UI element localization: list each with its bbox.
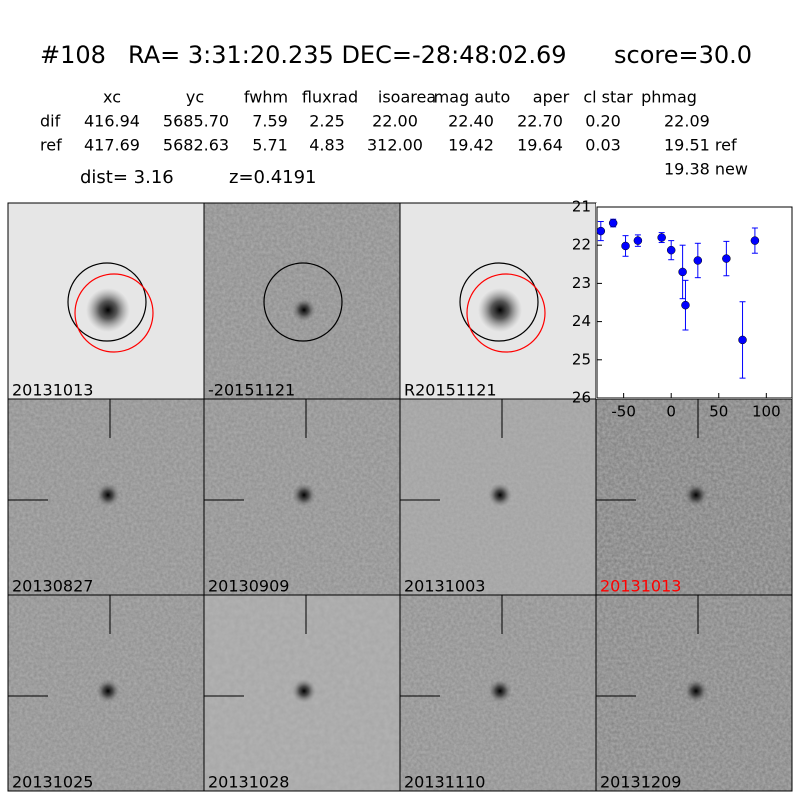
stamp-date: 20131110 bbox=[404, 773, 485, 792]
y-tick-label: 26 bbox=[572, 389, 591, 407]
y-tick-label: 21 bbox=[572, 198, 591, 216]
source bbox=[292, 679, 316, 703]
point bbox=[750, 236, 760, 245]
ref-aperture bbox=[466, 273, 546, 353]
image-grid: 20131013 -20151121 R20151121 20130827 201309… bbox=[7, 202, 793, 792]
aperture bbox=[67, 262, 147, 342]
row-label: ref bbox=[40, 136, 62, 155]
plot-area bbox=[596, 203, 792, 399]
y-tick-label: 22 bbox=[572, 236, 591, 254]
cell: 22.09 bbox=[664, 112, 710, 131]
source bbox=[96, 679, 120, 703]
point bbox=[633, 236, 643, 245]
cell: 19.42 bbox=[448, 136, 494, 155]
point bbox=[722, 254, 731, 263]
x-tick-label: -50 bbox=[611, 403, 636, 421]
cell: 417.69 bbox=[84, 136, 140, 155]
phmag-new: 19.38 new bbox=[664, 160, 748, 179]
cell: 5682.63 bbox=[163, 136, 229, 155]
point bbox=[678, 267, 687, 277]
y-tick-label: 24 bbox=[572, 312, 591, 330]
x-tick-label: 50 bbox=[709, 403, 728, 421]
distance: dist= 3.16 bbox=[80, 167, 174, 188]
column-header: mag auto bbox=[434, 88, 511, 107]
column-header: xc bbox=[103, 88, 121, 107]
stamp-date: 20131013 bbox=[12, 381, 93, 400]
cell: 5.71 bbox=[252, 136, 288, 155]
column-header: aper bbox=[533, 88, 570, 107]
stamp-date: R20151121 bbox=[404, 381, 497, 400]
cell: 22.00 bbox=[372, 112, 418, 131]
column-header: cl star bbox=[583, 88, 633, 107]
stamp-date: 20131209 bbox=[600, 773, 681, 792]
source bbox=[478, 288, 522, 332]
column-header: yc bbox=[186, 88, 204, 107]
source bbox=[488, 679, 512, 703]
column-header: phmag bbox=[641, 88, 697, 107]
column-header: isoarea bbox=[378, 88, 436, 107]
coordinates: RA= 3:31:20.235 DEC=-28:48:02.69 bbox=[128, 41, 567, 69]
stamp-date: 20131003 bbox=[404, 577, 485, 596]
x-tick-label: 100 bbox=[752, 403, 781, 421]
y-tick-label: 23 bbox=[572, 274, 591, 292]
cell: 312.00 bbox=[367, 136, 423, 155]
point bbox=[621, 241, 630, 251]
cell: 19.51 ref bbox=[664, 136, 737, 155]
stamp-date: -20151121 bbox=[208, 381, 295, 400]
point bbox=[738, 335, 747, 345]
plot-frame bbox=[596, 206, 793, 399]
x-tick-label: 0 bbox=[666, 403, 676, 421]
score: score=30.0 bbox=[614, 41, 752, 69]
point bbox=[596, 226, 606, 236]
cell: 0.20 bbox=[585, 112, 621, 131]
column-header: fluxrad bbox=[302, 88, 358, 107]
column-header: fwhm bbox=[244, 88, 288, 107]
ref-aperture bbox=[74, 273, 154, 353]
light-curve: 21 22 23 24 25 26 -50 0 50 100 bbox=[572, 198, 793, 421]
source bbox=[292, 298, 316, 322]
source bbox=[86, 288, 130, 332]
stamp-date: 20130827 bbox=[12, 577, 93, 596]
point bbox=[693, 256, 703, 265]
source bbox=[292, 483, 316, 507]
aperture bbox=[459, 262, 539, 342]
candidate-id: #108 bbox=[40, 41, 106, 69]
point bbox=[608, 218, 618, 228]
stamp-date: 20131025 bbox=[12, 773, 93, 792]
cell: 22.70 bbox=[517, 112, 563, 131]
source bbox=[96, 483, 120, 507]
stamp-border bbox=[595, 594, 793, 792]
point bbox=[657, 233, 666, 242]
y-tick-label: 25 bbox=[572, 350, 591, 368]
cell: 4.83 bbox=[309, 136, 345, 155]
cell: 416.94 bbox=[84, 112, 140, 131]
stamp-date: 20130909 bbox=[208, 577, 289, 596]
cell: 22.40 bbox=[448, 112, 494, 131]
row-label: dif bbox=[40, 112, 61, 131]
cell: 5685.70 bbox=[163, 112, 229, 131]
source bbox=[488, 483, 512, 507]
point bbox=[681, 300, 690, 310]
cell: 7.59 bbox=[252, 112, 288, 131]
cell: 2.25 bbox=[309, 112, 345, 131]
stamp-date: 20131013 bbox=[600, 577, 681, 596]
aperture bbox=[263, 262, 343, 342]
point bbox=[666, 245, 676, 255]
source bbox=[684, 483, 708, 507]
cell: 0.03 bbox=[585, 136, 621, 155]
cell: 19.64 bbox=[517, 136, 563, 155]
stamp-date: 20131028 bbox=[208, 773, 289, 792]
redshift: z=0.4191 bbox=[229, 167, 317, 188]
source bbox=[684, 679, 708, 703]
